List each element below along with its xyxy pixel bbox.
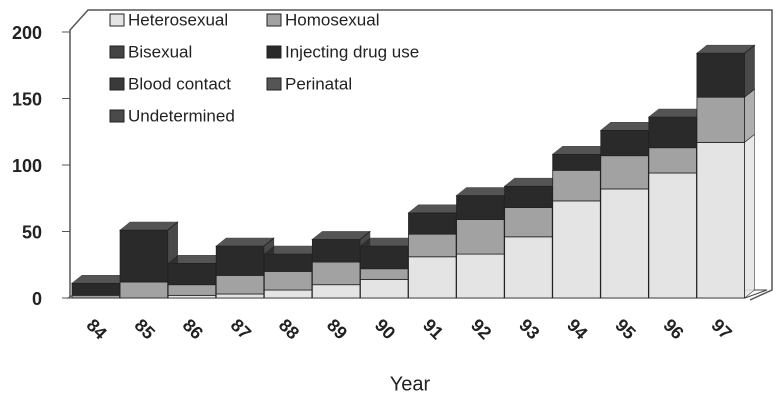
legend-swatch: [109, 77, 125, 91]
bar-segment: [696, 96, 745, 143]
bar-top: [215, 237, 275, 247]
bar-segment: [504, 207, 553, 238]
x-tick-label: 93: [515, 315, 543, 343]
bar-side: [744, 88, 755, 144]
x-tick-label: 85: [131, 315, 159, 343]
y-tick-label: 0: [32, 289, 42, 309]
bar-segment: [215, 245, 265, 276]
bar-segment: [456, 195, 505, 220]
bar-segment: [600, 130, 649, 157]
bar-segment: [71, 282, 120, 296]
bar-segment: [600, 155, 649, 190]
bar-segment: [648, 147, 697, 174]
bar-top: [695, 44, 756, 54]
bar-segment: [167, 284, 217, 296]
x-tick-label: 95: [611, 315, 639, 343]
x-tick-label: 88: [275, 315, 303, 343]
legend-swatch: [109, 13, 125, 27]
bar-segment: [696, 52, 745, 98]
x-tick-label: 86: [179, 315, 207, 343]
bar-segment: [648, 116, 697, 149]
legend-label: Perinatal: [285, 74, 352, 93]
bar-segment: [504, 236, 553, 299]
bar-segment: [456, 219, 505, 255]
x-tick-label: 94: [563, 315, 591, 343]
bar-segment: [456, 253, 505, 299]
bar-segment: [696, 141, 745, 299]
legend-label: Undetermined: [128, 106, 235, 125]
legend-swatch: [109, 109, 125, 123]
x-tick-label: 90: [371, 315, 399, 343]
y-tick-label: 150: [12, 89, 42, 109]
x-tick-label: 91: [419, 315, 447, 343]
bar-segment: [311, 239, 361, 263]
plot-frame: [69, 9, 773, 301]
bar-segment: [215, 274, 265, 295]
legend-swatch: [266, 45, 282, 59]
bar-segment: [311, 261, 361, 286]
y-tick-label: 50: [22, 222, 42, 242]
legend-label: Bisexual: [128, 42, 192, 61]
legend-label: Blood contact: [128, 74, 231, 93]
bar-segment: [408, 256, 457, 299]
x-tick-label: 89: [323, 315, 351, 343]
bar-segment: [408, 212, 457, 235]
bar-segment: [600, 188, 649, 299]
bar-segment: [167, 263, 217, 286]
bar-segment: [552, 153, 601, 171]
bar-segment: [552, 169, 601, 202]
bar-segment: [263, 253, 313, 272]
x-tick-label: 87: [227, 315, 255, 343]
legend-label: Homosexual: [285, 10, 380, 29]
bar-top: [118, 221, 179, 231]
bar-segment: [311, 284, 361, 299]
bar-side: [744, 44, 755, 98]
bar-segment: [408, 233, 457, 258]
bar-side: [744, 133, 755, 299]
bar-segment: [263, 289, 313, 299]
legend-label: Heterosexual: [128, 10, 228, 29]
bar-segment: [552, 200, 601, 299]
bar-segment: [360, 268, 409, 280]
bar-segment: [119, 281, 169, 299]
bar-top: [311, 231, 372, 240]
bar-segment: [119, 229, 169, 283]
bar-segment: [215, 293, 265, 299]
x-tick-label: 84: [83, 315, 111, 343]
x-axis-label: Year: [390, 373, 431, 395]
legend-swatch: [266, 77, 282, 91]
legend-swatch: [266, 13, 282, 27]
bar-segment: [504, 185, 553, 208]
legend-swatch: [109, 45, 125, 59]
legend-label: Injecting drug use: [285, 42, 419, 61]
bar-segment: [360, 278, 409, 299]
y-tick-label: 100: [12, 156, 42, 176]
bar-segment: [360, 245, 409, 270]
y-tick-label: 200: [12, 23, 42, 43]
bar-segment: [263, 270, 313, 291]
x-tick-label: 96: [659, 315, 687, 343]
x-tick-label: 97: [707, 315, 735, 343]
x-tick-label: 92: [467, 315, 495, 343]
bar-segment: [648, 172, 697, 299]
